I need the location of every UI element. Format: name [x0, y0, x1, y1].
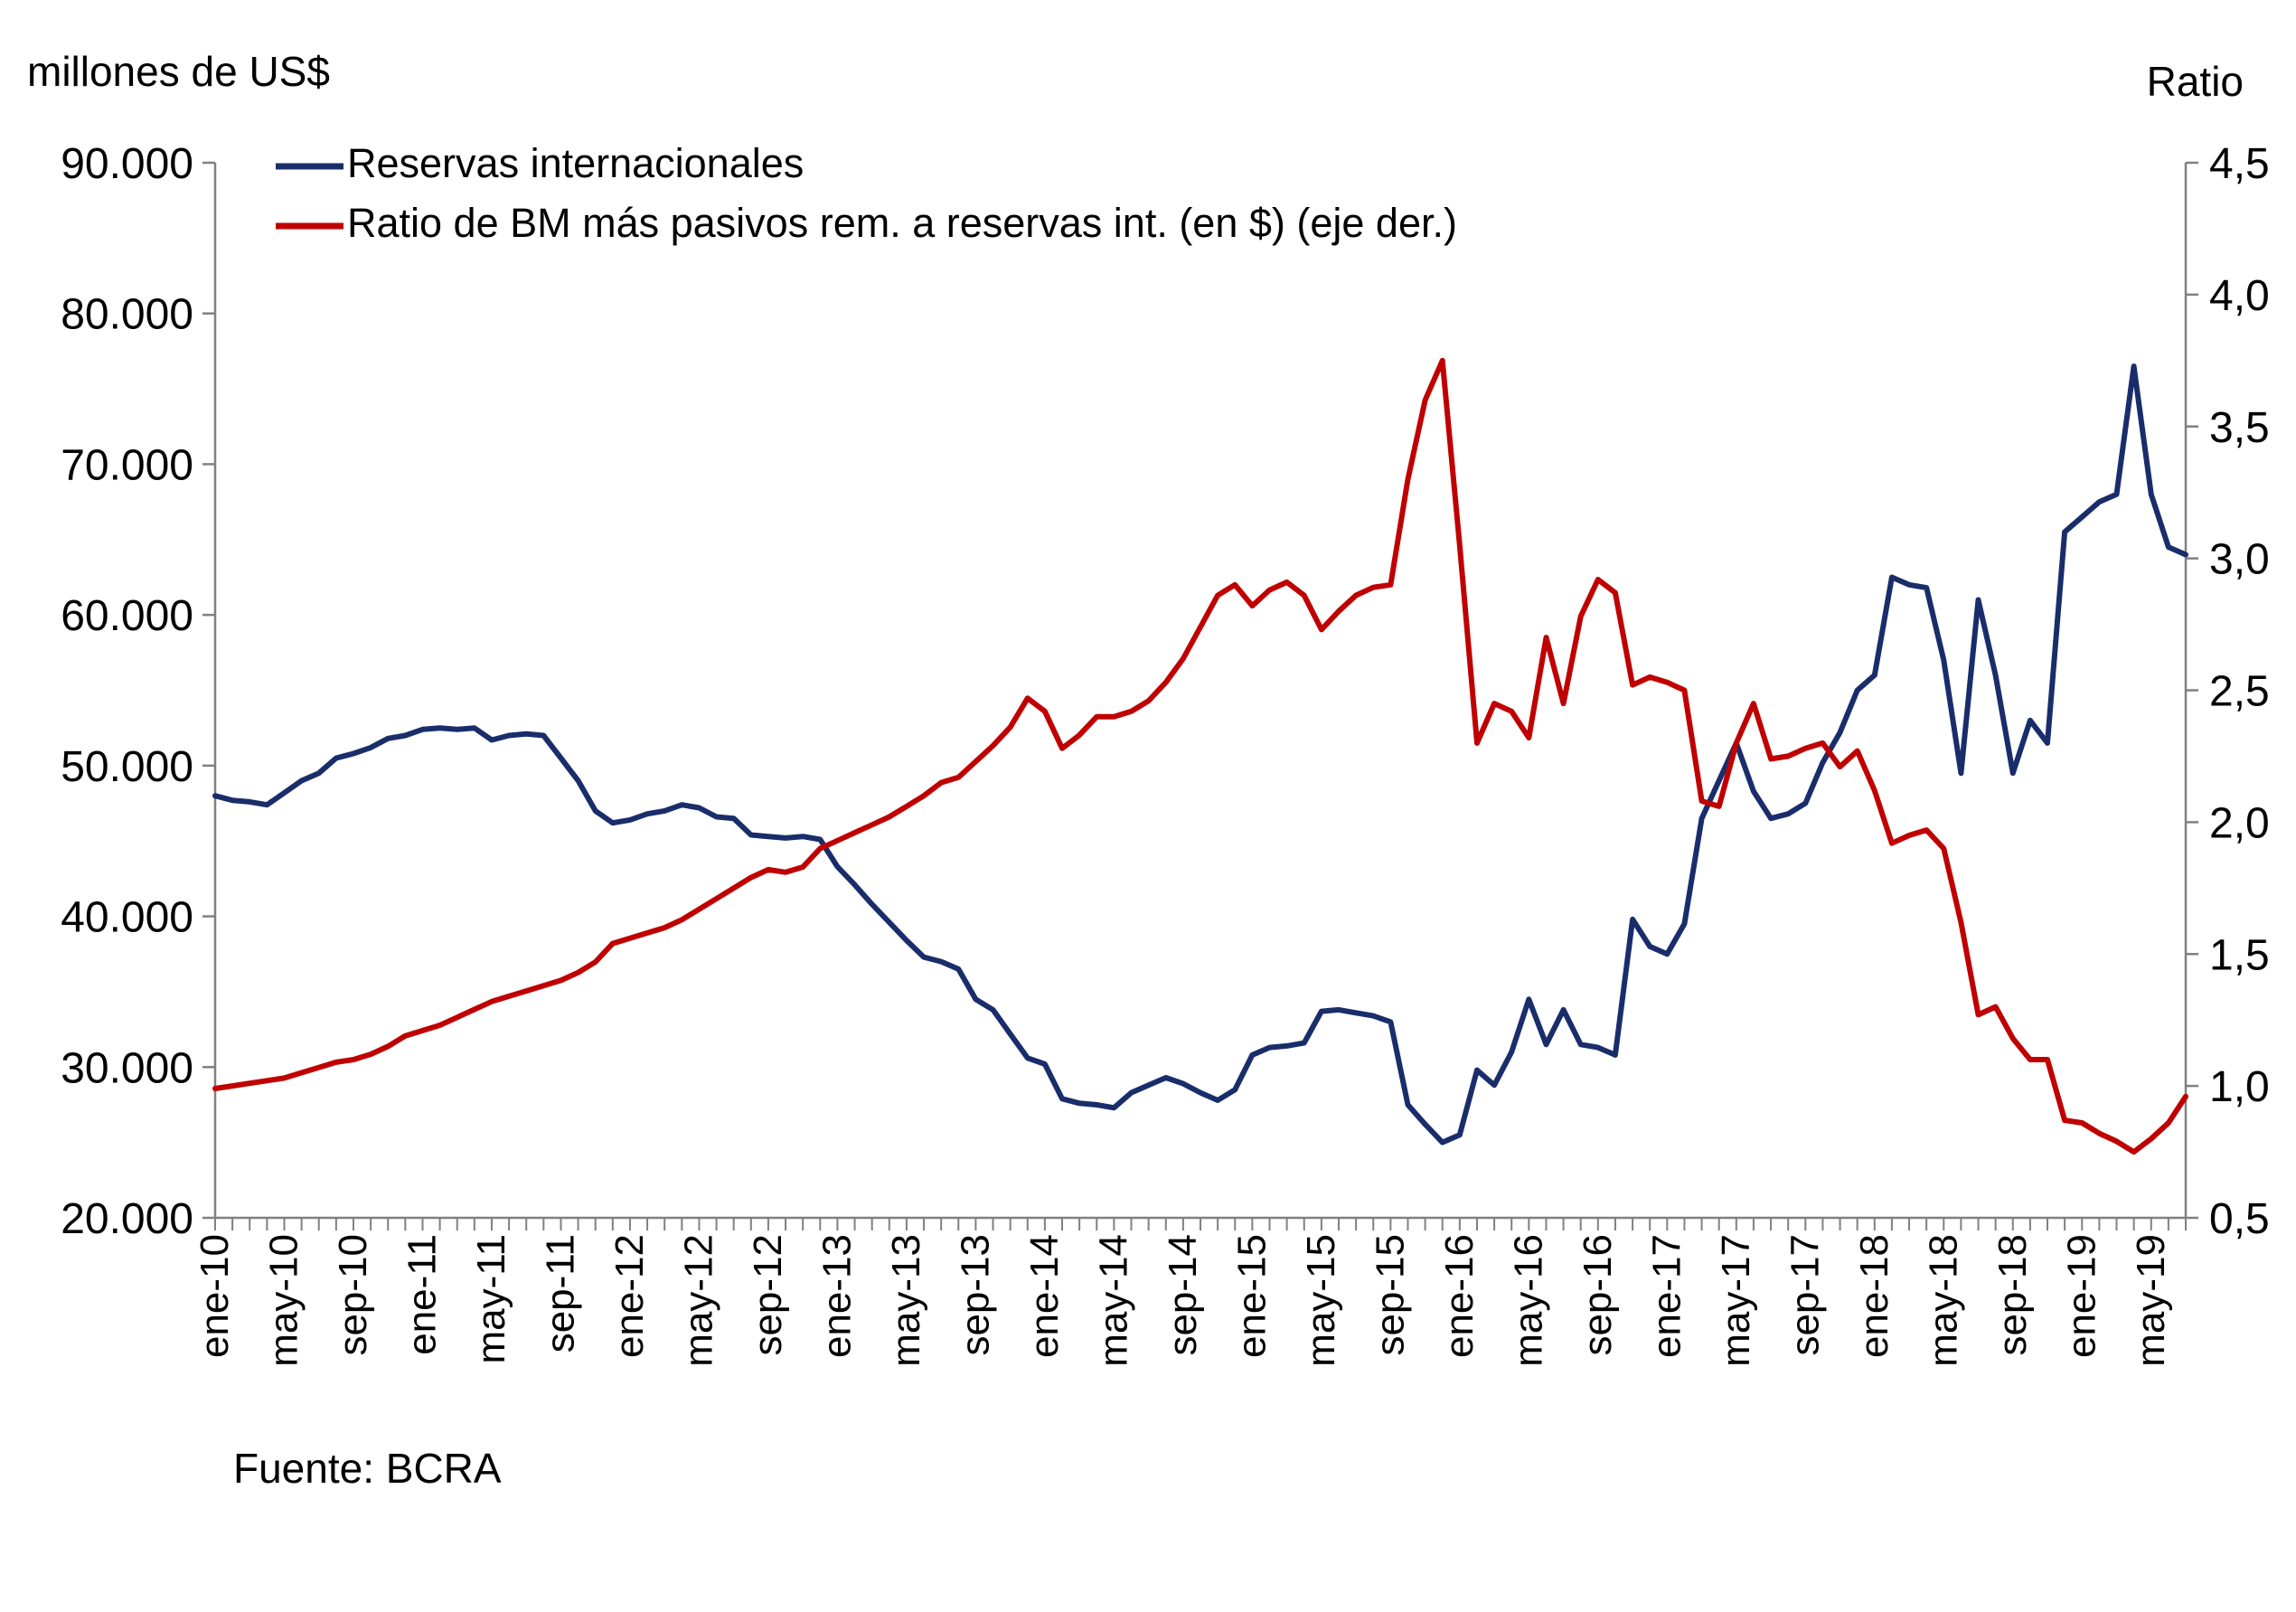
right-axis-unit-label: Ratio — [2147, 58, 2244, 105]
x-tick-label: sep-10 — [331, 1234, 375, 1356]
legend-label-ratio: Ratio de BM más pasivos rem. a reservas … — [347, 200, 1457, 246]
left-tick-label: 30.000 — [61, 1044, 193, 1092]
left-tick-label: 50.000 — [61, 743, 193, 791]
x-tick-label: sep-13 — [953, 1234, 997, 1356]
x-tick-label: may-11 — [469, 1234, 513, 1363]
left-tick-label: 20.000 — [61, 1195, 193, 1243]
right-tick-label: 1,0 — [2209, 1063, 2270, 1111]
x-tick-label: may-19 — [2129, 1234, 2173, 1367]
x-tick-label: sep-12 — [746, 1234, 790, 1356]
right-tick-label: 3,5 — [2209, 404, 2270, 452]
x-tick-label: ene-17 — [1644, 1234, 1689, 1358]
right-tick-label: 1,5 — [2209, 931, 2270, 979]
x-tick-label: may-18 — [1921, 1234, 1965, 1367]
x-tick-label: ene-15 — [1229, 1234, 1274, 1358]
x-tick-label: sep-16 — [1576, 1234, 1620, 1356]
x-tick-label: may-12 — [676, 1234, 720, 1367]
right-y-axis: 4,5 4,0 3,5 3,0 2,5 2,0 1,5 1,0 0,5 — [2184, 140, 2270, 1243]
x-tick-label: ene-13 — [814, 1234, 859, 1358]
x-tick-label: ene-12 — [607, 1234, 652, 1358]
left-tick-label: 70.000 — [61, 441, 193, 489]
x-tick-label: may-10 — [261, 1234, 306, 1367]
right-tick-label: 4,5 — [2209, 140, 2270, 188]
series-line-reservas — [212, 363, 2188, 1145]
right-tick-label: 2,0 — [2209, 799, 2270, 847]
left-axis-unit-label: millones de US$ — [27, 48, 330, 95]
x-tick-label: may-17 — [1714, 1234, 1758, 1367]
left-tick-label: 60.000 — [61, 592, 193, 640]
x-tick-label: may-16 — [1506, 1234, 1550, 1367]
legend-label-reservas: Reservas internacionales — [347, 140, 804, 186]
x-tick-label: ene-11 — [400, 1234, 444, 1355]
left-tick-label: 80.000 — [61, 291, 193, 339]
source-note: Fuente: BCRA — [233, 1445, 502, 1492]
x-tick-label: may-13 — [884, 1234, 928, 1367]
legend: Reservas internacionales Ratio de BM más… — [276, 140, 1457, 246]
x-tick-label: sep-15 — [1368, 1234, 1412, 1356]
left-y-axis: 90.000 80.000 70.000 60.000 50.000 40.000 30.0… — [61, 140, 217, 1243]
left-tick-label: 90.000 — [61, 140, 193, 188]
x-tick-label: sep-11 — [538, 1234, 582, 1353]
x-tick-label: ene-16 — [1437, 1234, 1482, 1358]
x-tick-label: may-15 — [1299, 1234, 1343, 1367]
x-axis: ene-10 may-10 sep-10 ene-11 may-11 sep-11 ene-… — [193, 1216, 2187, 1367]
series-line-ratio — [212, 357, 2188, 1155]
x-tick-label: ene-14 — [1022, 1234, 1067, 1358]
x-tick-label: sep-17 — [1783, 1234, 1827, 1356]
right-tick-label: 2,5 — [2209, 668, 2270, 716]
x-tick-label: sep-18 — [1990, 1234, 2035, 1356]
x-tick-label: may-14 — [1091, 1234, 1135, 1367]
left-tick-label: 40.000 — [61, 894, 193, 942]
right-tick-label: 4,0 — [2209, 272, 2270, 320]
right-tick-label: 3,0 — [2209, 536, 2270, 584]
series-layer — [212, 357, 2188, 1155]
x-tick-label: ene-18 — [1852, 1234, 1896, 1358]
x-tick-label: ene-10 — [193, 1234, 237, 1358]
right-tick-label: 0,5 — [2209, 1195, 2270, 1243]
x-tick-label: ene-19 — [2059, 1234, 2103, 1358]
x-tick-label: sep-14 — [1161, 1234, 1205, 1356]
